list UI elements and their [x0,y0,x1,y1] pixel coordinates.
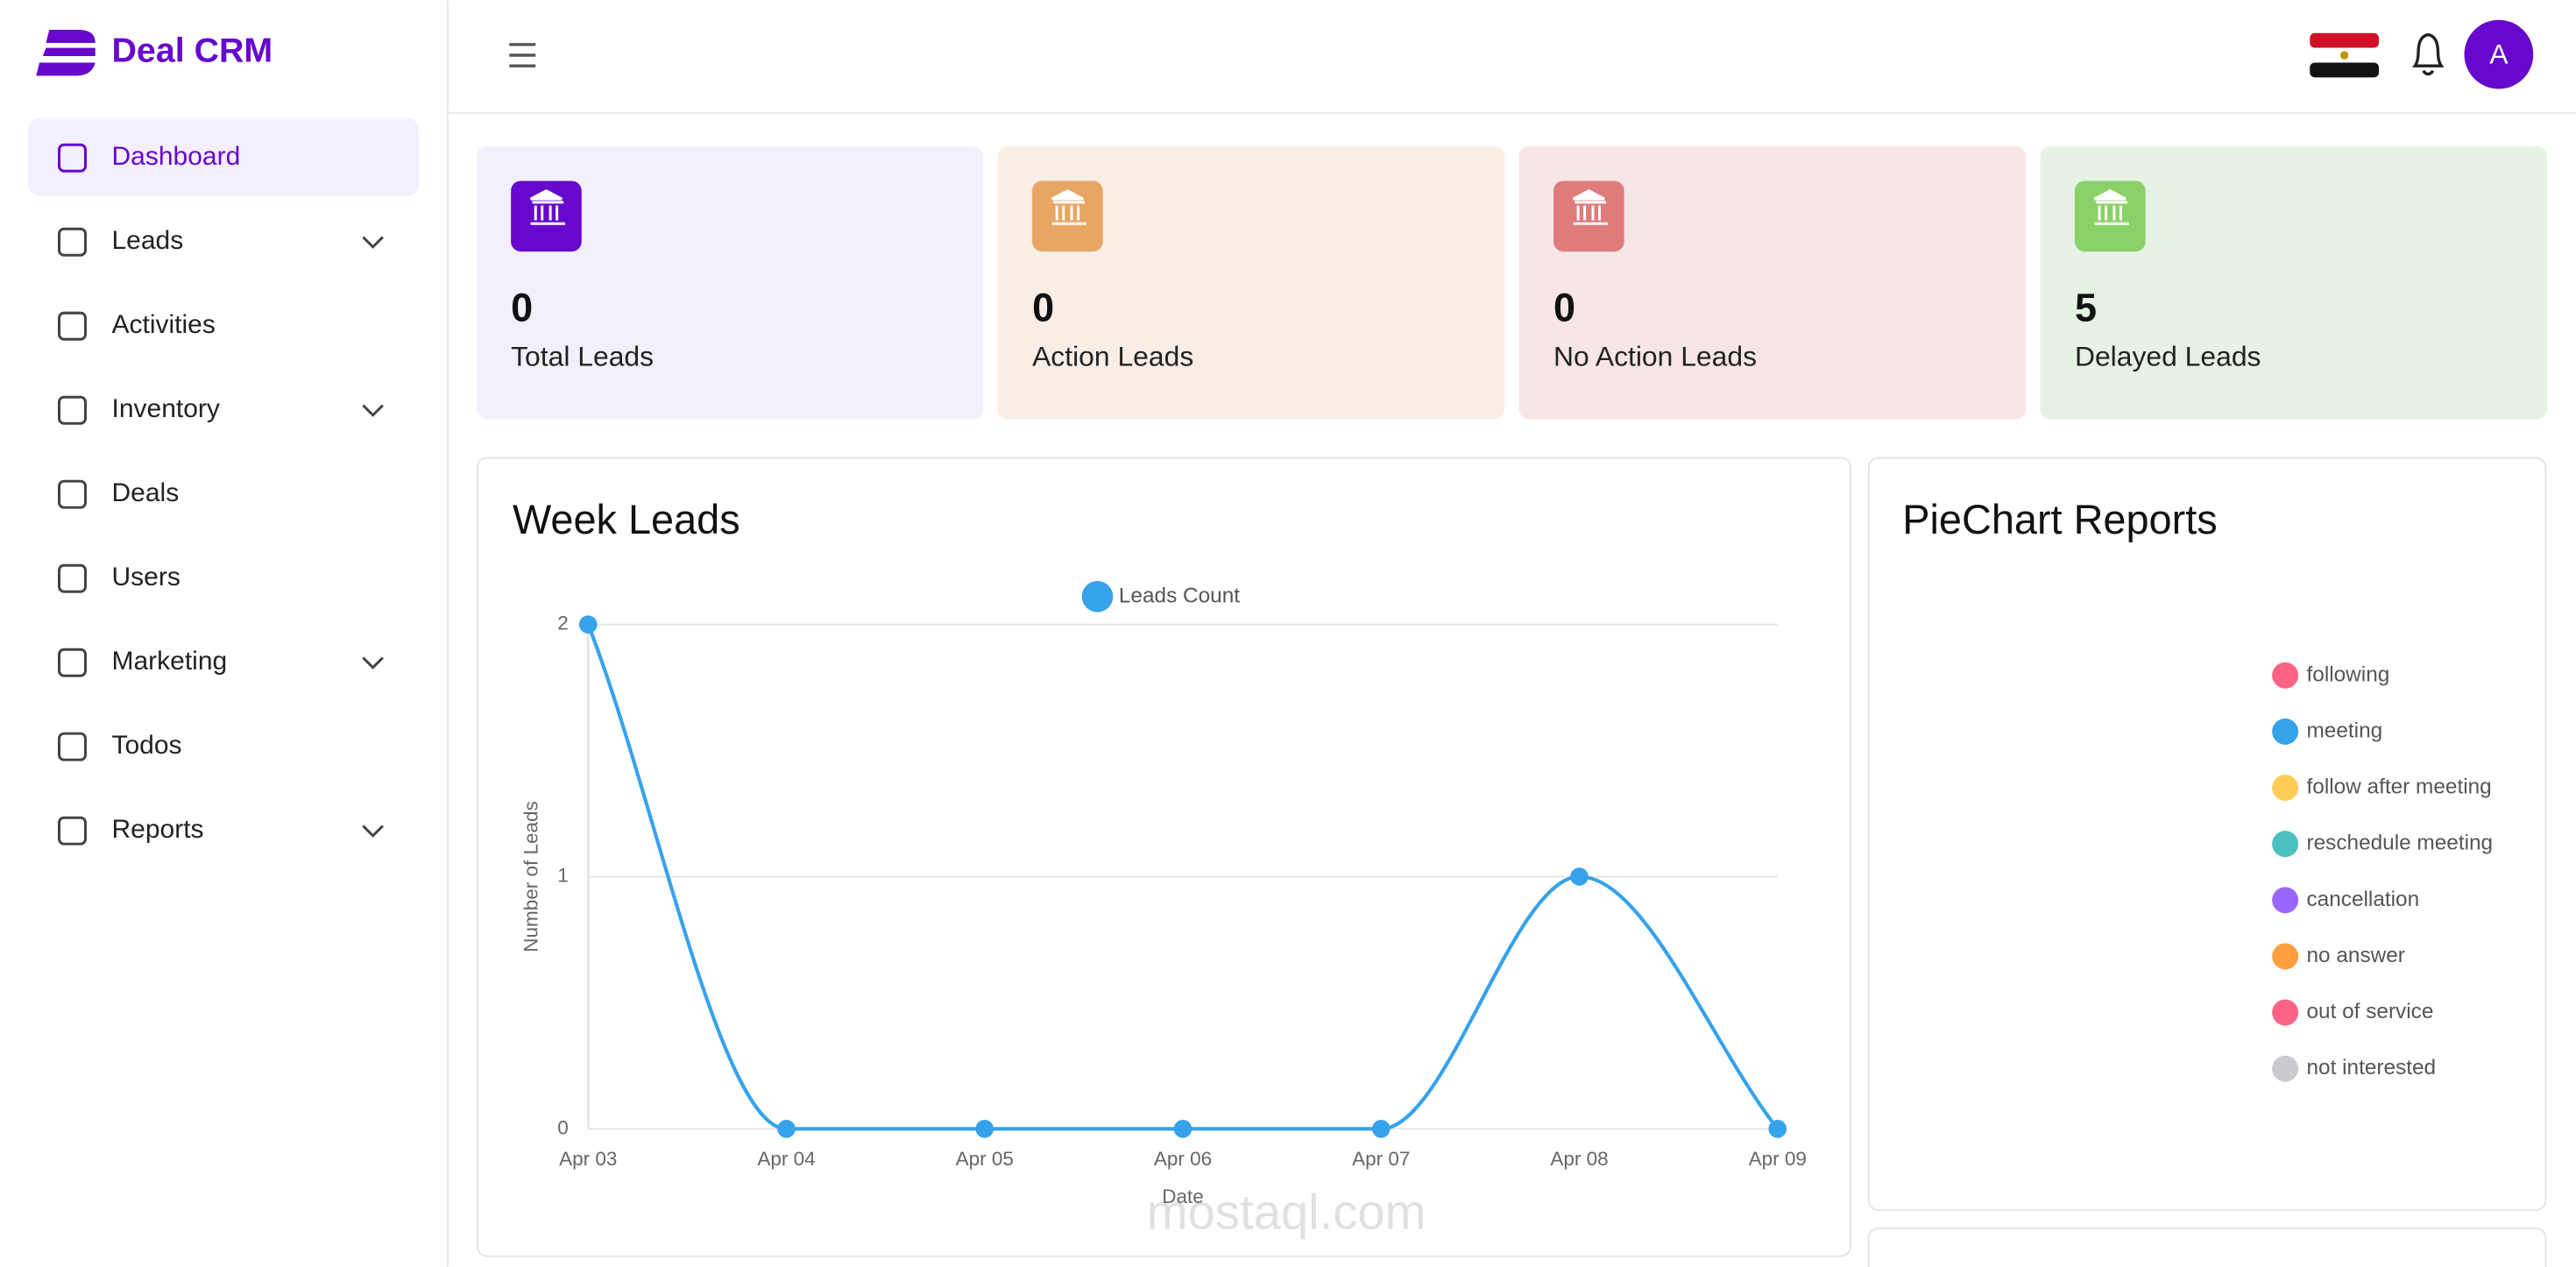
pie-title: PieChart Reports [1902,497,2217,542]
stat-value: 0 [1553,285,1575,329]
x-tick-label: Apr 03 [559,1148,617,1170]
watermark: mostaql.com [1147,1185,1426,1240]
pie-legend-label[interactable]: not interested [2307,1056,2437,1079]
pie-legend-swatch [2272,1055,2299,1082]
pie-legend-label[interactable]: following [2307,662,2390,686]
language-flag[interactable] [2310,32,2379,78]
x-tick-label: Apr 04 [757,1148,815,1170]
pie-legend-label[interactable]: meeting [2307,718,2383,742]
stat-icon [1032,180,1103,252]
pie-legend-label[interactable]: reschedule meeting [2307,832,2494,855]
stat-label: No Action Leads [1553,340,1757,372]
pie-legend-label[interactable]: out of service [2307,1000,2434,1023]
pie-legend-label[interactable]: follow after meeting [2307,775,2492,799]
x-tick-label: Apr 09 [1749,1148,1807,1170]
avatar-letter: A [2489,38,2509,69]
menu-item[interactable]: Inventory [112,394,220,423]
y-tick-label: 1 [557,864,569,886]
menu-icon [58,479,87,509]
menu-chevron [362,236,384,249]
menu-item[interactable]: Leads [112,226,184,255]
sidebar [0,0,447,1267]
point[interactable] [777,1120,796,1138]
stat-icon [2074,180,2146,252]
x-tick-label: Apr 07 [1352,1148,1410,1170]
menu-item[interactable]: Todos [112,731,182,760]
stat-icon [1553,180,1624,252]
x-axis-label: Date [1162,1186,1204,1207]
menu-item[interactable]: Reports [112,815,204,844]
menu-icon [58,227,87,257]
x-tick-label: Apr 05 [956,1148,1014,1170]
point[interactable] [975,1120,994,1138]
stat-icon-glyph [2093,188,2129,225]
menu-chevron [362,656,384,669]
stat-card [2040,146,2547,420]
y-axis-label: Number of Leads [520,801,541,952]
pie-legend-swatch [2272,831,2299,858]
stat-icon-glyph [1051,188,1086,225]
menu-chevron [362,404,384,417]
stat-label: Delayed Leads [2075,340,2261,372]
legend-swatch [1081,581,1114,612]
stat-value: 5 [2075,285,2097,329]
menu-icon [58,648,87,677]
pie-legend-swatch [2272,999,2299,1026]
x-tick-label: Apr 08 [1550,1148,1608,1170]
menu-chevron [362,825,384,838]
stat-card [476,146,984,420]
pie-legend-swatch [2272,887,2299,914]
menu-icon [58,311,87,341]
stat-label: Total Leads [511,340,654,372]
point[interactable] [1371,1120,1391,1138]
stat-icon-glyph [529,188,565,225]
menu-icon [58,143,87,173]
chart-card [476,457,1852,1257]
pie-legend-label[interactable]: cancellation [2307,888,2420,911]
pie-legend-label[interactable]: no answer [2307,944,2405,967]
menu-toggle[interactable] [509,43,536,67]
notifications[interactable] [2412,32,2445,76]
chart-title: Week Leads [513,497,740,542]
logo-text: Deal CRM [112,32,273,70]
stat-card [1518,146,2027,420]
menu-icon [58,816,87,846]
stat-card [997,146,1505,420]
stat-icon [511,180,582,252]
menu-item[interactable]: Dashboard [112,142,241,171]
logo-icon [36,29,96,76]
menu-item[interactable]: Users [112,563,180,591]
point[interactable] [578,615,598,634]
point[interactable] [1570,867,1589,886]
pie-legend-swatch [2272,943,2299,970]
stat-label: Action Leads [1032,340,1193,372]
stat-value: 0 [1032,285,1054,329]
pie-legend-swatch [2272,662,2299,689]
legend-label: Leads Count [1119,584,1240,607]
menu-icon [58,732,87,761]
pie-card [1867,457,2547,1212]
pie-legend-swatch [2272,775,2299,802]
avatar[interactable] [2464,19,2534,89]
point[interactable] [1768,1120,1787,1138]
menu-icon [58,395,87,425]
stat-value: 0 [511,285,533,329]
menu-item[interactable]: Deals [112,478,180,507]
menu-icon [58,563,87,593]
pie-legend-swatch [2272,718,2299,745]
y-tick-label: 2 [557,612,569,634]
menu-item[interactable]: Activities [112,310,216,339]
x-tick-label: Apr 06 [1154,1148,1212,1170]
y-tick-label: 0 [557,1116,569,1138]
menu-active-bg [27,118,420,196]
next-card [1867,1227,2547,1267]
menu-item[interactable]: Marketing [112,647,228,676]
point[interactable] [1173,1120,1192,1138]
stat-icon-glyph [1572,188,1608,225]
